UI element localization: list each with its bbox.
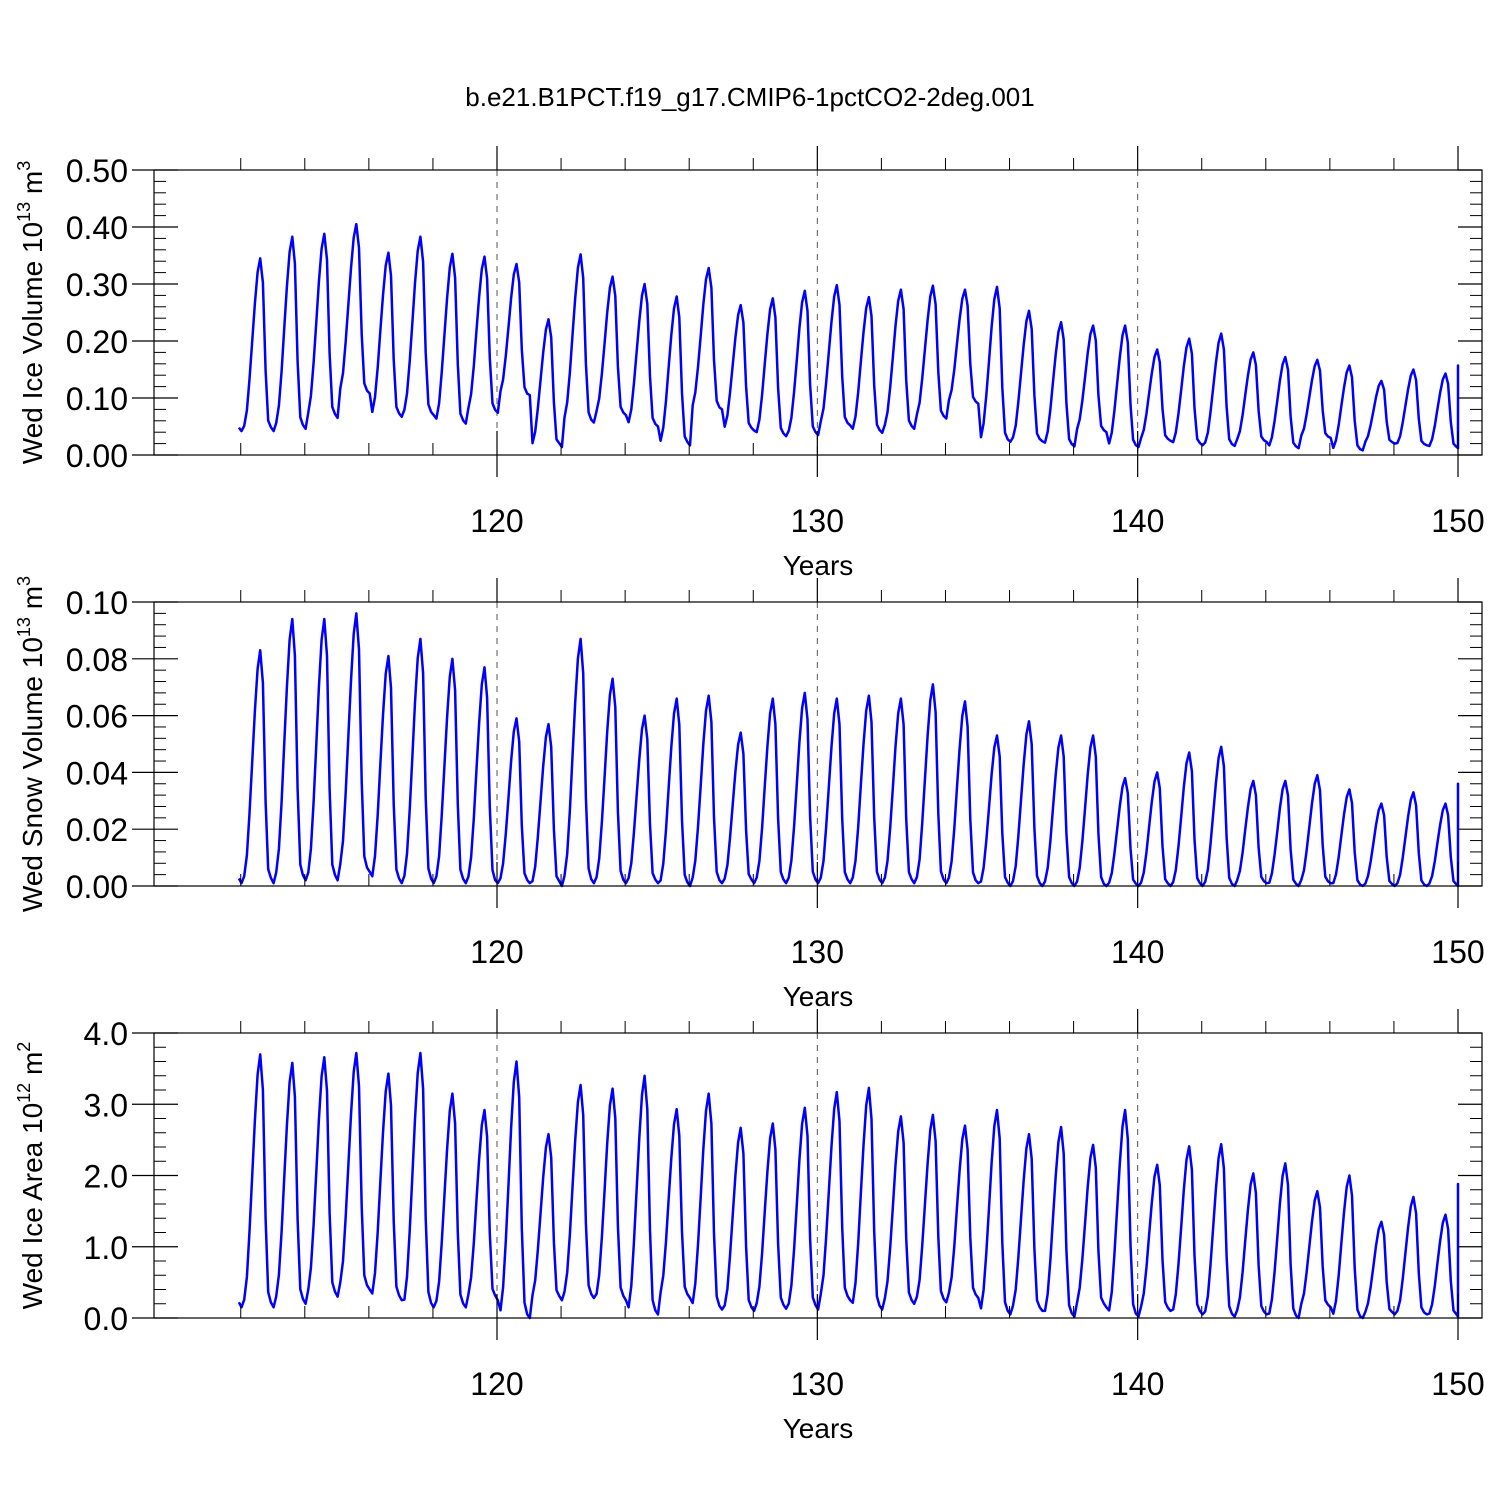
y-axis-label: Wed Ice Area 1012 m2 — [14, 1042, 48, 1310]
x-tick-label: 140 — [1111, 1366, 1164, 1402]
y-tick-label: 0.06 — [66, 699, 128, 735]
panel-wed-ice-volume: 0.00 0.10 0.20 0.30 0.40 0.50 120 130 140 150 Year… — [14, 146, 1485, 581]
y-tick-label: 0.30 — [66, 267, 128, 303]
y-axis-label: Wed Snow Volume 1013 m3 — [14, 576, 48, 912]
x-tick-label: 130 — [791, 1366, 844, 1402]
x-axis-label: Years — [783, 981, 854, 1012]
y-tick-label: 0.02 — [66, 812, 128, 848]
y-tick-label: 3.0 — [84, 1087, 128, 1123]
x-tick-label: 140 — [1111, 934, 1164, 970]
y-tick-label: 0.50 — [66, 153, 128, 189]
x-axis-label: Years — [783, 550, 854, 581]
x-tick-label: 150 — [1431, 503, 1484, 539]
chart-title: b.e21.B1PCT.f19_g17.CMIP6-1pctCO2-2deg.0… — [465, 82, 1034, 112]
x-tick-label: 130 — [791, 934, 844, 970]
x-axis-label: Years — [783, 1413, 854, 1444]
y-tick-label: 0.40 — [66, 210, 128, 246]
y-tick-label: 1.0 — [84, 1230, 128, 1266]
y-tick-label: 0.00 — [66, 438, 128, 474]
x-tick-label: 130 — [791, 503, 844, 539]
y-axis-label: Wed Ice Volume 1013 m3 — [14, 161, 48, 464]
plot-frame — [153, 169, 1483, 456]
y-tick-label: 2.0 — [84, 1159, 128, 1195]
x-tick-label: 140 — [1111, 503, 1164, 539]
y-tick-label: 0.08 — [66, 642, 128, 678]
x-tick-label: 150 — [1431, 934, 1484, 970]
plot-frame — [153, 601, 1483, 887]
x-tick-label: 120 — [470, 503, 523, 539]
panel-wed-ice-area: 0.0 1.0 2.0 3.0 4.0 120 130 140 150 Years Wed Ice … — [14, 1009, 1485, 1444]
y-tick-label: 0.10 — [66, 381, 128, 417]
series-line — [237, 222, 1460, 452]
panel-wed-snow-volume: 0.00 0.02 0.04 0.06 0.08 0.10 120 130 140 150 Year… — [14, 576, 1485, 1012]
series-line — [237, 612, 1460, 888]
y-tick-label: 0.10 — [66, 585, 128, 621]
x-tick-label: 150 — [1431, 1366, 1484, 1402]
y-tick-label: 0.04 — [66, 755, 128, 791]
y-tick-label: 0.20 — [66, 324, 128, 360]
series-line — [237, 1051, 1460, 1320]
y-tick-label: 0.00 — [66, 869, 128, 905]
x-tick-label: 120 — [470, 1366, 523, 1402]
y-tick-label: 4.0 — [84, 1016, 128, 1052]
x-tick-label: 120 — [470, 934, 523, 970]
y-tick-label: 0.0 — [84, 1301, 128, 1337]
